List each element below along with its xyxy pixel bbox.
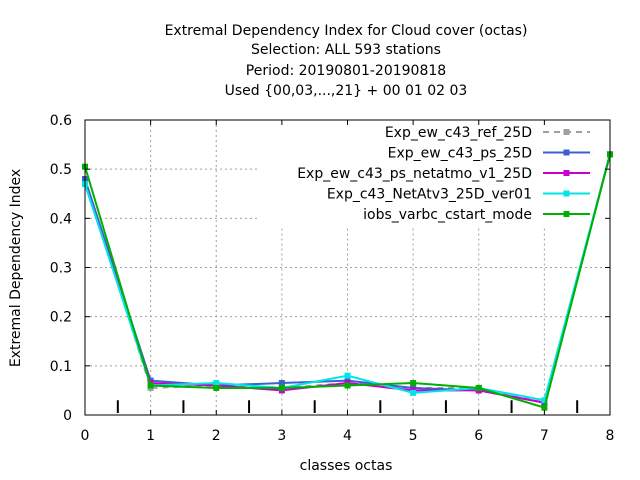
legend-entry: Exp_c43_NetAtv3_25D_ver01 — [327, 187, 590, 203]
x-tick-label: 7 — [540, 428, 549, 444]
series-lines — [82, 151, 613, 411]
x-tick-label: 2 — [212, 428, 221, 444]
legend-label: Exp_ew_c43_ps_25D — [388, 146, 532, 162]
y-axis-label: Extremal Dependency Index — [8, 169, 24, 367]
y-tick-label: 0.2 — [50, 310, 72, 326]
title-line-3: Period: 20190801-20190818 — [246, 63, 446, 79]
legend-entry: Exp_ew_c43_ps_netatmo_v1_25D — [297, 166, 590, 182]
legend-entry: Exp_ew_c43_ps_25D — [388, 146, 590, 162]
y-tick-label: 0.1 — [50, 359, 72, 375]
legend-marker — [563, 149, 570, 156]
legend-label: Exp_c43_NetAtv3_25D_ver01 — [327, 187, 532, 203]
legend-marker — [563, 170, 570, 176]
legend-label: Exp_ew_c43_ps_netatmo_v1_25D — [297, 166, 532, 182]
x-tick-label: 8 — [606, 428, 615, 444]
grid — [85, 120, 610, 415]
x-axis: 0 1 2 3 4 5 6 7 8 — [81, 120, 615, 444]
legend: Exp_ew_c43_ref_25D Exp_ew_c43_ps_25D Exp_e… — [297, 125, 590, 223]
title-line-4: Used {00,03,...,21} + 00 01 02 03 — [225, 83, 468, 99]
y-tick-label: 0.4 — [50, 211, 72, 227]
series-point — [410, 380, 417, 387]
y-tick-label: 0.6 — [50, 113, 72, 129]
title-line-1: Extremal Dependency Index for Cloud cove… — [165, 23, 528, 39]
x-tick-label: 3 — [277, 428, 286, 444]
series-point — [475, 384, 482, 391]
x-tick-label: 5 — [409, 428, 418, 444]
series-point — [147, 382, 154, 389]
y-tick-label: 0.5 — [50, 162, 72, 178]
series-point — [541, 404, 548, 411]
y-axis: 0 0.1 0.2 0.3 0.4 0.5 0.6 — [50, 113, 610, 424]
legend-label: Exp_ew_c43_ref_25D — [385, 125, 532, 141]
legend-entry: Exp_ew_c43_ref_25D — [385, 125, 590, 141]
series-point — [278, 384, 285, 391]
x-axis-label: classes octas — [300, 458, 393, 474]
x-tick-label: 0 — [81, 428, 90, 444]
legend-label: iobs_varbc_cstart_mode — [363, 207, 532, 223]
series-point — [344, 382, 351, 389]
series-point — [344, 372, 351, 379]
series-point — [213, 384, 220, 391]
legend-entry: iobs_varbc_cstart_mode — [363, 207, 590, 223]
series-point — [541, 397, 548, 404]
x-tick-label: 1 — [146, 428, 155, 444]
series-point — [213, 380, 220, 387]
x-tick-label: 6 — [474, 428, 483, 444]
series-point — [278, 380, 285, 387]
y-tick-label: 0.3 — [50, 261, 72, 277]
legend-marker — [563, 190, 570, 197]
y-tick-label: 0 — [63, 408, 72, 424]
legend-marker — [563, 129, 570, 135]
title-block: Extremal Dependency Index for Cloud cove… — [165, 23, 528, 99]
impulse-marks — [116, 400, 579, 413]
title-line-2: Selection: ALL 593 stations — [251, 42, 441, 58]
x-tick-label: 4 — [343, 428, 352, 444]
legend-marker — [563, 211, 570, 217]
series-point — [410, 389, 417, 396]
